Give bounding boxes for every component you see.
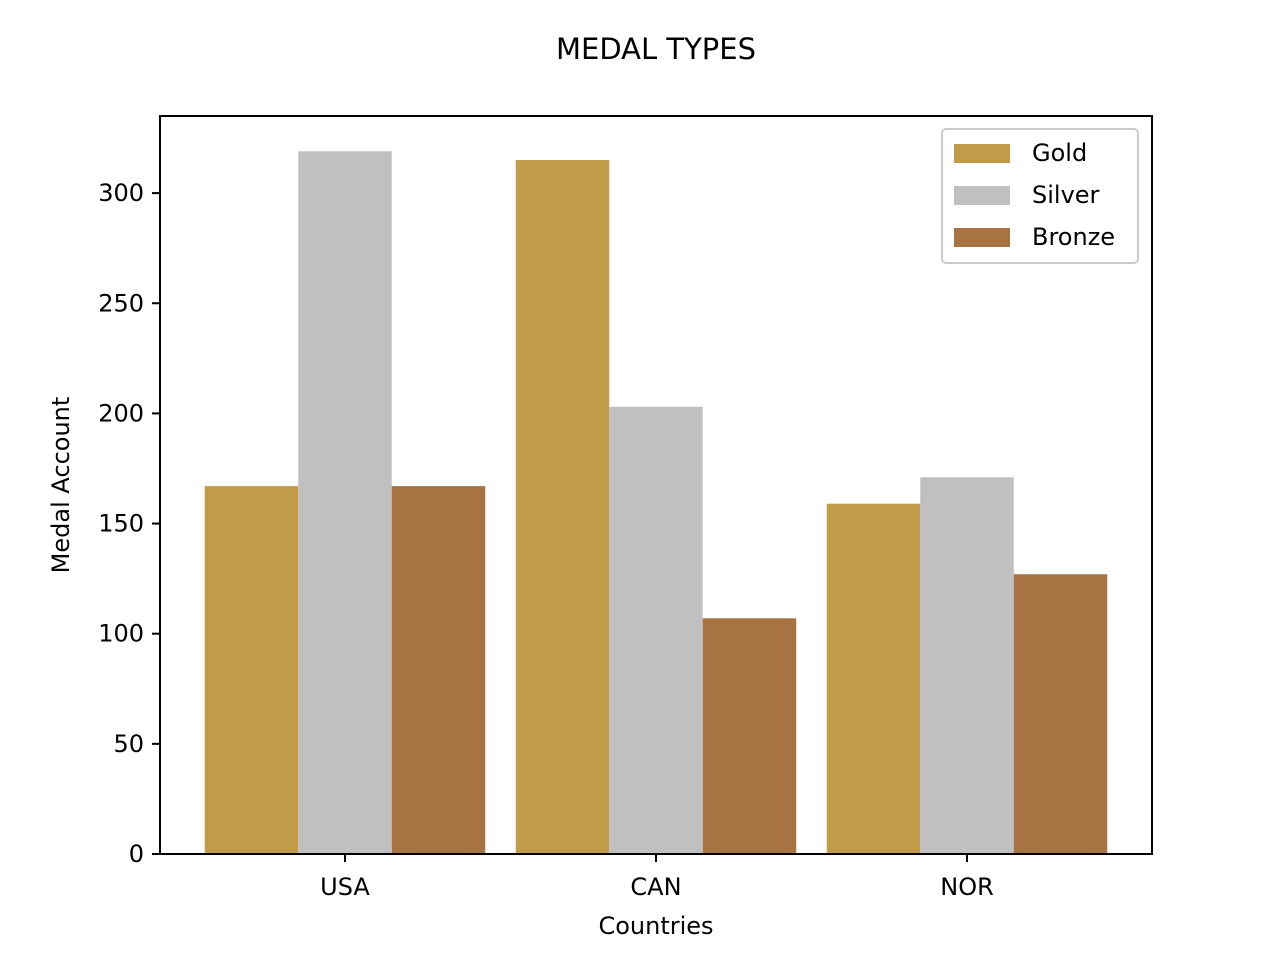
bar-silver-can bbox=[609, 406, 703, 854]
bar-bronze-usa bbox=[391, 486, 486, 854]
y-tick-label: 200 bbox=[98, 399, 144, 427]
legend-label-silver: Silver bbox=[1032, 181, 1100, 209]
bar-gold-nor bbox=[826, 503, 921, 854]
y-tick-label: 250 bbox=[98, 289, 144, 317]
y-axis-label: Medal Account bbox=[47, 397, 75, 574]
legend-label-gold: Gold bbox=[1032, 139, 1087, 167]
y-tick-label: 100 bbox=[98, 620, 144, 648]
y-tick-label: 50 bbox=[113, 730, 144, 758]
legend-swatch-gold bbox=[954, 144, 1010, 163]
y-tick-label: 150 bbox=[98, 510, 144, 538]
bar-bronze-nor bbox=[1013, 574, 1108, 854]
bar-silver-nor bbox=[920, 477, 1014, 854]
legend-swatch-silver bbox=[954, 186, 1010, 205]
x-tick-label-usa: USA bbox=[320, 873, 370, 901]
y-tick-label: 300 bbox=[98, 179, 144, 207]
x-axis: USA CAN NOR bbox=[320, 854, 994, 901]
y-axis: 0 50 100 150 200 250 300 bbox=[98, 179, 160, 868]
legend-label-bronze: Bronze bbox=[1032, 223, 1115, 251]
legend: Gold Silver Bronze bbox=[941, 128, 1139, 264]
x-tick-label-can: CAN bbox=[630, 873, 681, 901]
x-tick-label-nor: NOR bbox=[940, 873, 994, 901]
legend-swatch-bronze bbox=[954, 228, 1010, 247]
bar-gold-usa bbox=[204, 486, 299, 854]
bar-gold-can bbox=[515, 160, 610, 855]
chart-title: MEDAL TYPES bbox=[556, 32, 756, 66]
bars-group bbox=[204, 151, 1108, 855]
y-tick-label: 0 bbox=[129, 840, 144, 868]
x-axis-label: Countries bbox=[598, 912, 713, 940]
bar-bronze-can bbox=[702, 618, 797, 854]
bar-silver-usa bbox=[298, 151, 392, 855]
